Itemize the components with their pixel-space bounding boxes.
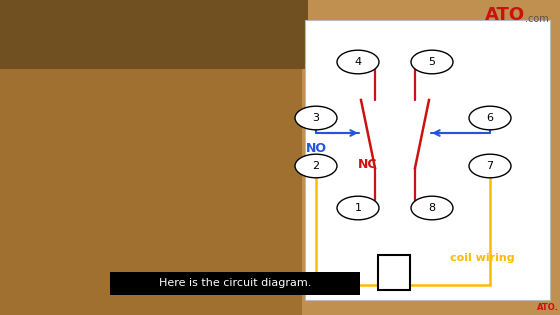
Text: 8: 8	[428, 203, 436, 213]
Text: 4: 4	[354, 57, 362, 67]
Circle shape	[411, 50, 453, 74]
Bar	[378, 255, 410, 290]
Circle shape	[337, 196, 379, 220]
Circle shape	[337, 50, 379, 74]
Text: NO: NO	[306, 141, 326, 154]
Text: 6: 6	[487, 113, 493, 123]
Bar	[110, 272, 360, 295]
Text: 3: 3	[312, 113, 320, 123]
Circle shape	[469, 106, 511, 130]
Text: 5: 5	[428, 57, 436, 67]
Bar	[0, 0, 302, 315]
Text: 1: 1	[354, 203, 362, 213]
Circle shape	[295, 154, 337, 178]
Circle shape	[469, 154, 511, 178]
Text: NC: NC	[358, 158, 378, 171]
Text: ATO.: ATO.	[537, 303, 559, 312]
Bar	[0, 0, 308, 69]
Text: coil wiring: coil wiring	[450, 253, 515, 263]
Text: 7: 7	[487, 161, 493, 171]
Text: .com: .com	[525, 14, 549, 24]
Text: 2: 2	[312, 161, 320, 171]
Text: Here is the circuit diagram.: Here is the circuit diagram.	[159, 278, 311, 289]
Text: ATO: ATO	[485, 6, 525, 24]
Circle shape	[411, 196, 453, 220]
Circle shape	[295, 106, 337, 130]
Bar	[305, 20, 550, 300]
Bar	[302, 0, 560, 315]
